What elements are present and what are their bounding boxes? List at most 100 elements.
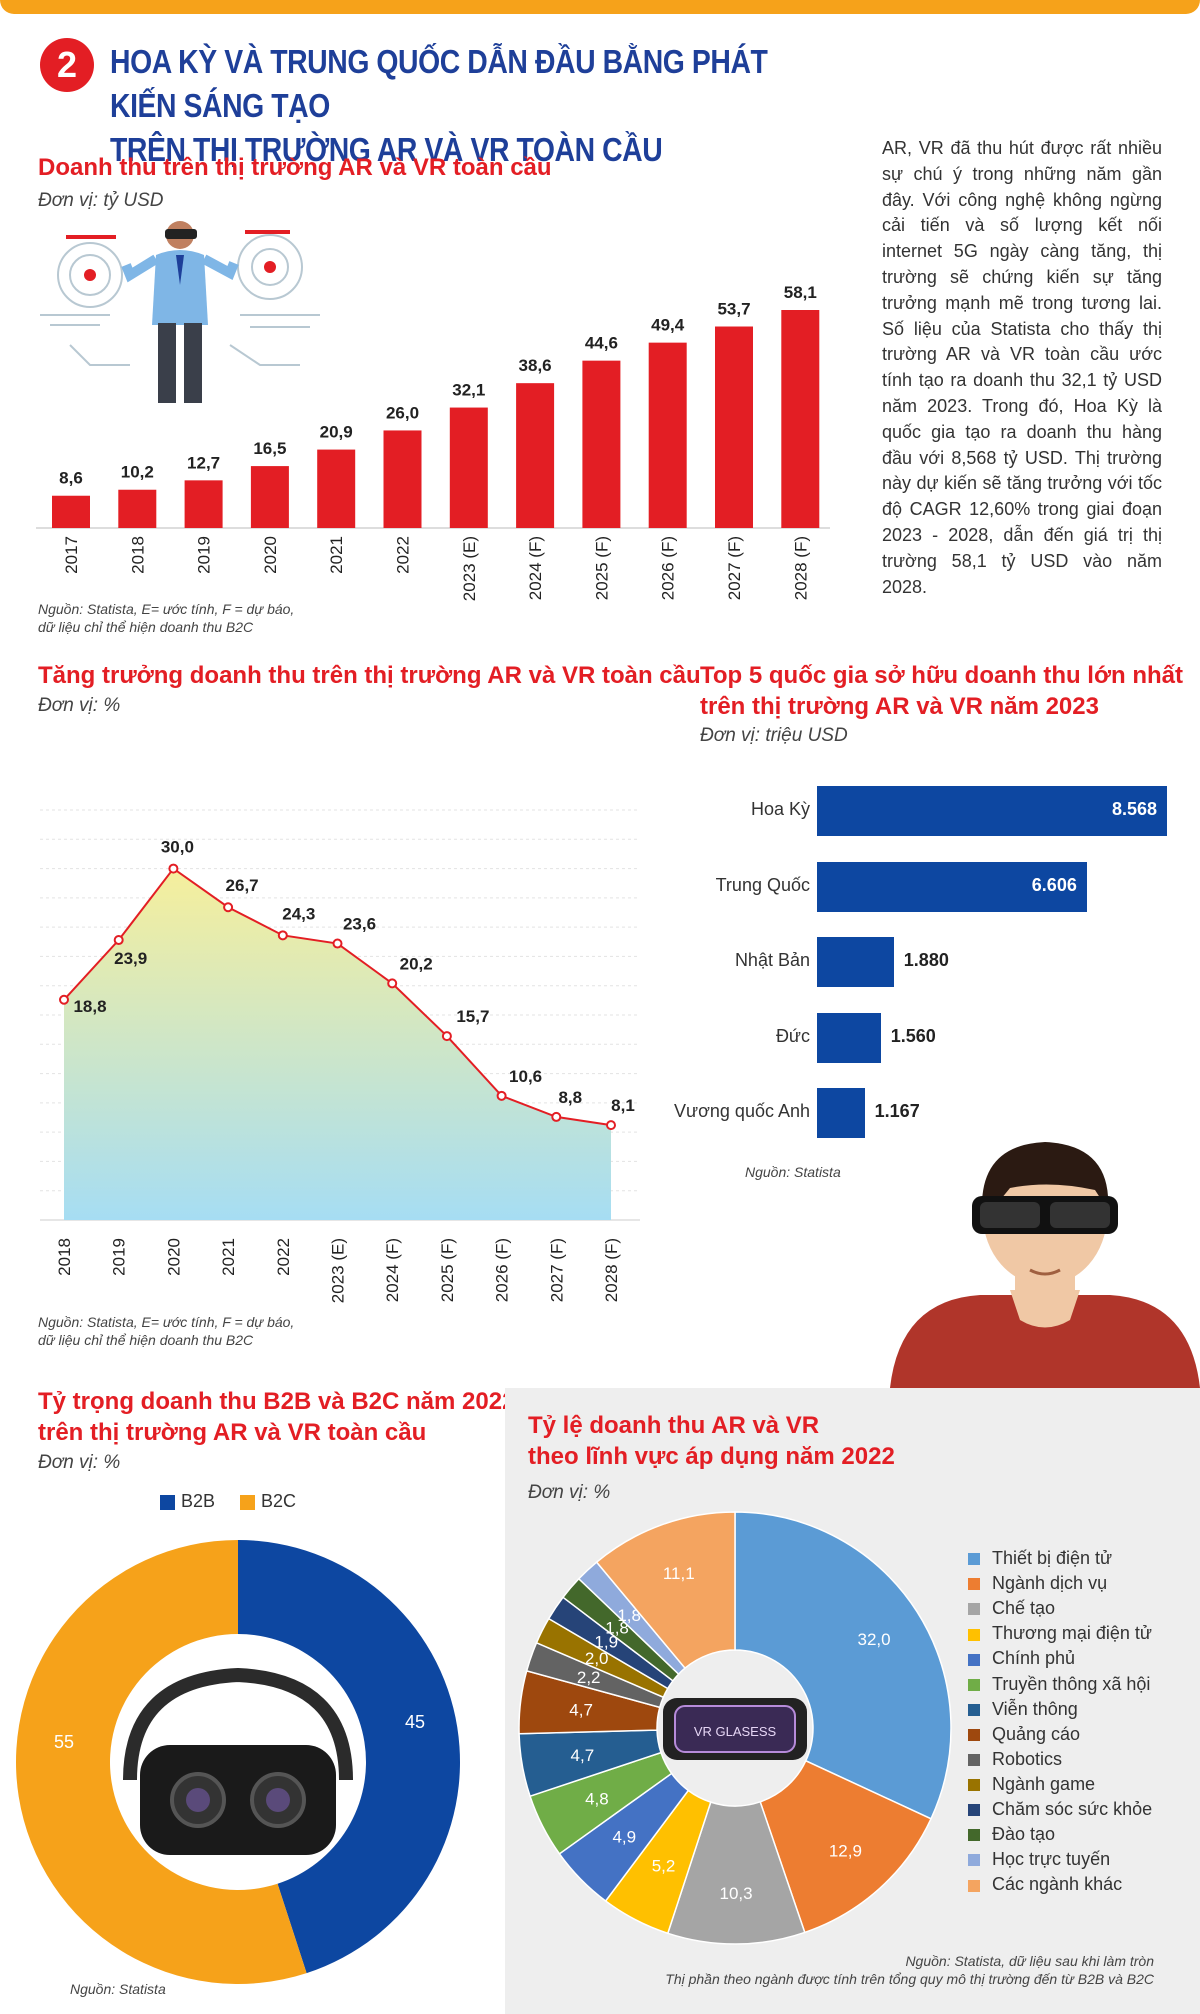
industry-legend-swatch	[968, 1603, 980, 1616]
industry-source-line2: Thị phần theo ngành được tính trên tổng …	[665, 1971, 1154, 1987]
revenue-bar	[383, 430, 422, 528]
industry-slice-label: 4,9	[612, 1827, 636, 1846]
industry-legend-label: Truyền thông xã hội	[992, 1673, 1151, 1694]
section-number-badge: 2	[40, 38, 94, 92]
vr-person-illustration	[890, 1142, 1200, 1388]
b2b-b2c-donut-chart: 45 55	[16, 1540, 461, 1984]
industry-legend-label: Chăm sóc sức khỏe	[992, 1799, 1153, 1819]
industry-legend-swatch	[968, 1804, 980, 1817]
industry-legend-label: Chính phủ	[992, 1648, 1076, 1669]
revenue-bar-label: 38,6	[519, 356, 552, 375]
revenue-bar-label: 53,7	[717, 300, 750, 319]
page-title-line2: TRÊN THỊ TRƯỜNG AR VÀ VR TOÀN CẦU	[110, 131, 663, 168]
industry-slice-label: 11,1	[663, 1564, 695, 1583]
industry-legend-item: Các ngành khác	[968, 1874, 1122, 1895]
revenue-bar-label: 26,0	[386, 403, 419, 422]
revenue-x-tick: 2020	[261, 536, 280, 574]
industry-legend-label: Thương mại điện tử	[992, 1623, 1152, 1644]
top5-value-label: 1.880	[903, 950, 949, 970]
growth-point-label: 30,0	[161, 838, 194, 857]
top5-value-label: 1.167	[874, 1101, 920, 1121]
growth-point-label: 10,6	[509, 1067, 542, 1086]
growth-point	[606, 1120, 616, 1131]
industry-legend-item: Robotics	[968, 1749, 1062, 1770]
b2b-chart-title: Tỷ trọng doanh thu B2B và B2C năm 2022 t…	[38, 1386, 515, 1448]
top5-chart-title: Top 5 quốc gia sở hữu doanh thu lớn nhất…	[700, 660, 1183, 722]
intro-paragraph: AR, VR đã thu hút được rất nhiều sự chú …	[882, 138, 1162, 597]
industry-slice-label: 2,0	[585, 1649, 609, 1668]
growth-point-label: 20,2	[400, 954, 433, 973]
industry-legend-swatch	[968, 1628, 980, 1641]
industry-legend-label: Quảng cáo	[992, 1723, 1081, 1744]
top5-country-label: Hoa Kỳ	[750, 799, 810, 819]
growth-x-tick: 2019	[110, 1238, 129, 1276]
industry-legend-label: Đào tạo	[992, 1824, 1056, 1845]
vr-glasses-text: VR GLASESS	[694, 1724, 777, 1739]
top5-value-label: 8.568	[1111, 799, 1157, 819]
b2b-chart-source: Nguồn: Statista	[70, 1981, 166, 1997]
industry-slice	[734, 1511, 952, 1820]
revenue-bar-label: 10,2	[121, 463, 154, 482]
growth-point-label: 26,7	[226, 876, 259, 895]
industry-legend-swatch	[968, 1703, 980, 1716]
revenue-source-line2: dữ liệu chỉ thể hiện doanh thu B2C	[38, 619, 254, 635]
revenue-bar-chart: 8,6 2017 10,2 2018 12,7 2019 16,5 2020 20,9 2021 2…	[36, 283, 830, 601]
growth-x-tick: 2021	[219, 1238, 238, 1276]
growth-chart-source: Nguồn: Statista, E= ước tính, F = dự báo…	[38, 1313, 294, 1349]
legend-b2b-label: B2B	[181, 1491, 216, 1511]
revenue-x-tick: 2017	[62, 536, 81, 574]
industry-slice-label: 1,9	[594, 1633, 618, 1652]
growth-x-tick: 2023 (E)	[329, 1238, 348, 1303]
growth-point	[277, 930, 288, 941]
revenue-bar	[317, 449, 356, 528]
industry-slice-label: 4,8	[585, 1789, 609, 1808]
revenue-bar	[582, 360, 621, 528]
revenue-bar-label: 20,9	[320, 423, 353, 442]
revenue-bar	[781, 310, 820, 528]
industry-title-line2: theo lĩnh vực áp dụng năm 2022	[528, 1443, 895, 1470]
industry-legend-label: Thiết bị điện tử	[992, 1548, 1113, 1568]
industry-slice-label: 1,8	[617, 1606, 641, 1625]
revenue-bar-label: 49,4	[651, 316, 685, 335]
industry-legend-label: Robotics	[992, 1748, 1063, 1769]
growth-source-line1: Nguồn: Statista, E= ước tính, F = dự báo…	[38, 1314, 295, 1330]
industry-legend-swatch	[968, 1779, 980, 1792]
growth-point-label: 8,1	[611, 1096, 635, 1115]
revenue-bar	[715, 326, 753, 528]
industry-legend-item: Truyền thông xã hội	[968, 1674, 1150, 1695]
b2b-title-line1: Tỷ trọng doanh thu B2B và B2C năm 2022	[38, 1388, 516, 1415]
legend-b2c-label: B2C	[261, 1491, 297, 1511]
top-accent-bar	[0, 0, 1200, 14]
top5-bar	[817, 1088, 865, 1138]
top5-bar	[817, 786, 1167, 836]
growth-point	[551, 1111, 562, 1122]
industry-legend-swatch	[968, 1553, 980, 1566]
growth-source-line2: dữ liệu chỉ thể hiện doanh thu B2C	[38, 1332, 254, 1348]
page-title: HOA KỲ VÀ TRUNG QUỐC DẪN ĐẦU BẰNG PHÁT K…	[110, 40, 798, 172]
revenue-bar-label: 44,6	[585, 334, 618, 353]
revenue-x-tick: 2028 (F)	[791, 536, 810, 600]
growth-point-label: 23,6	[343, 915, 376, 934]
revenue-chart-title: Doanh thu trên thị trường AR và VR toàn …	[38, 154, 552, 181]
industry-legend-swatch	[968, 1754, 980, 1767]
industry-legend-swatch	[968, 1678, 980, 1691]
industry-chart-unit: Đơn vị: %	[528, 1482, 611, 1503]
revenue-source-line1: Nguồn: Statista, E= ước tính, F = dự báo…	[38, 601, 295, 617]
industry-legend-item: Chăm sóc sức khỏe	[968, 1799, 1152, 1820]
industry-slice-label: 1,8	[605, 1618, 629, 1637]
growth-area-fill	[64, 868, 611, 1220]
top5-bar	[817, 937, 894, 987]
industry-legend-item: Viễn thông	[968, 1699, 1078, 1720]
industry-legend-label: Ngành dịch vụ	[992, 1573, 1108, 1594]
revenue-bar	[449, 407, 488, 528]
revenue-x-tick: 2022	[394, 536, 413, 574]
industry-slice-label: 4,7	[571, 1746, 595, 1765]
revenue-bar	[250, 466, 289, 528]
industry-legend-item: Thương mại điện tử	[968, 1623, 1152, 1644]
industry-legend-swatch	[968, 1578, 980, 1591]
industry-legend-label: Viễn thông	[992, 1698, 1078, 1719]
industry-slice-label: 4,7	[569, 1700, 593, 1719]
industry-source-line1: Nguồn: Statista, dữ liệu sau khi làm trò…	[905, 1953, 1154, 1969]
page-title-line1: HOA KỲ VÀ TRUNG QUỐC DẪN ĐẦU BẰNG PHÁT K…	[110, 43, 768, 124]
growth-x-tick: 2027 (F)	[547, 1238, 566, 1302]
